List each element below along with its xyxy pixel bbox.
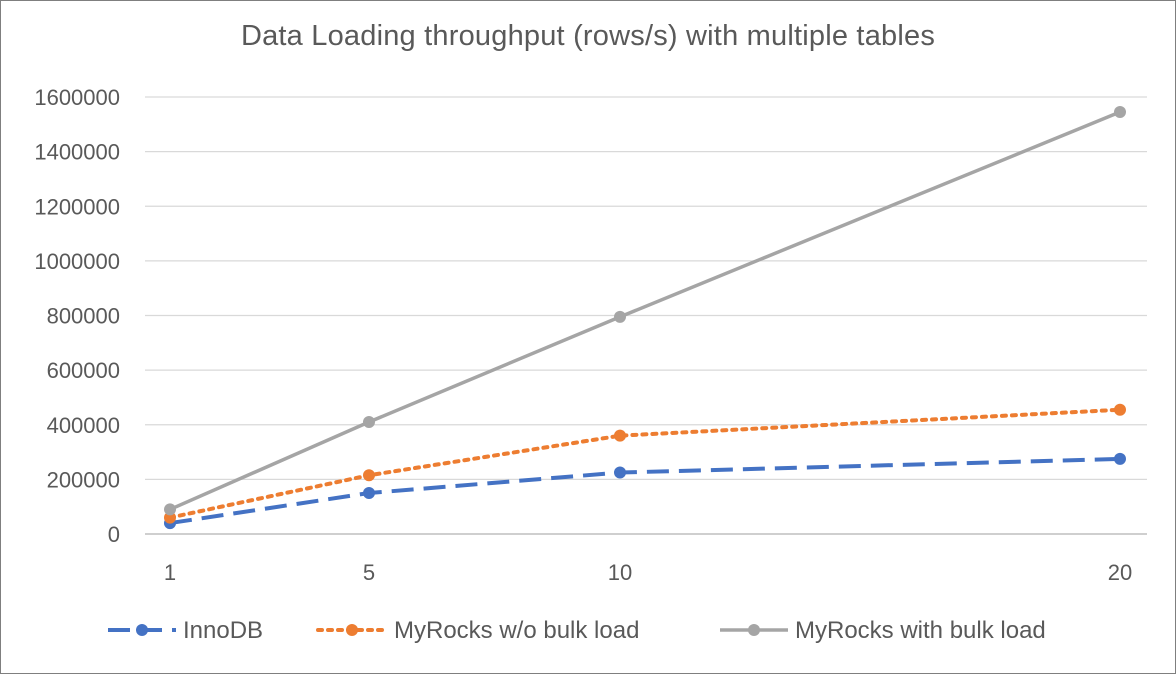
data-point <box>363 487 375 500</box>
legend-label: MyRocks with bulk load <box>795 617 1046 644</box>
x-tick-label: 20 <box>1108 560 1132 585</box>
y-axis-tick-labels: 0 200000 400000 600000 800000 1000000 1200000 1… <box>34 85 120 547</box>
y-tick-label: 1000000 <box>34 249 120 274</box>
data-point <box>614 429 626 442</box>
data-point <box>614 466 626 479</box>
series-line <box>168 407 1122 520</box>
legend-label: MyRocks w/o bulk load <box>394 617 639 644</box>
legend-item: MyRocks w/o bulk load <box>316 617 639 644</box>
data-point <box>363 469 375 482</box>
y-tick-label: 1200000 <box>34 194 120 219</box>
x-tick-label: 10 <box>608 560 632 585</box>
gridlines <box>145 96 1147 535</box>
data-point <box>1114 106 1126 119</box>
series-2 <box>164 106 1126 516</box>
data-point <box>1114 452 1126 465</box>
y-tick-label: 1400000 <box>34 140 120 165</box>
series-line <box>169 110 1121 512</box>
series-line <box>169 456 1121 526</box>
chart-title: Data Loading throughput (rows/s) with mu… <box>240 20 936 52</box>
series-0 <box>164 452 1126 530</box>
data-point <box>164 503 176 516</box>
data-point <box>614 310 626 323</box>
legend-item: InnoDB <box>108 617 263 644</box>
y-tick-label: 0 <box>108 522 120 547</box>
y-tick-label: 400000 <box>47 413 120 438</box>
y-tick-label: 800000 <box>47 304 120 329</box>
legend-item: MyRocks with bulk load <box>720 617 1046 644</box>
y-tick-label: 1600000 <box>34 85 120 110</box>
legend-label: InnoDB <box>183 617 263 644</box>
x-tick-label: 1 <box>164 560 176 585</box>
legend-marker <box>346 624 358 636</box>
x-axis-tick-labels: 1 5 10 20 <box>164 560 1132 585</box>
series-lines <box>164 106 1126 530</box>
x-tick-label: 5 <box>363 560 375 585</box>
y-tick-label: 600000 <box>47 358 120 383</box>
legend-marker <box>136 624 148 636</box>
legend: InnoDB MyRocks w/o bulk load MyRocks with … <box>108 617 1046 644</box>
data-point <box>363 416 375 429</box>
legend-marker <box>748 624 760 636</box>
y-tick-label: 200000 <box>47 467 120 492</box>
data-point <box>1114 403 1126 416</box>
series-1 <box>164 403 1126 524</box>
